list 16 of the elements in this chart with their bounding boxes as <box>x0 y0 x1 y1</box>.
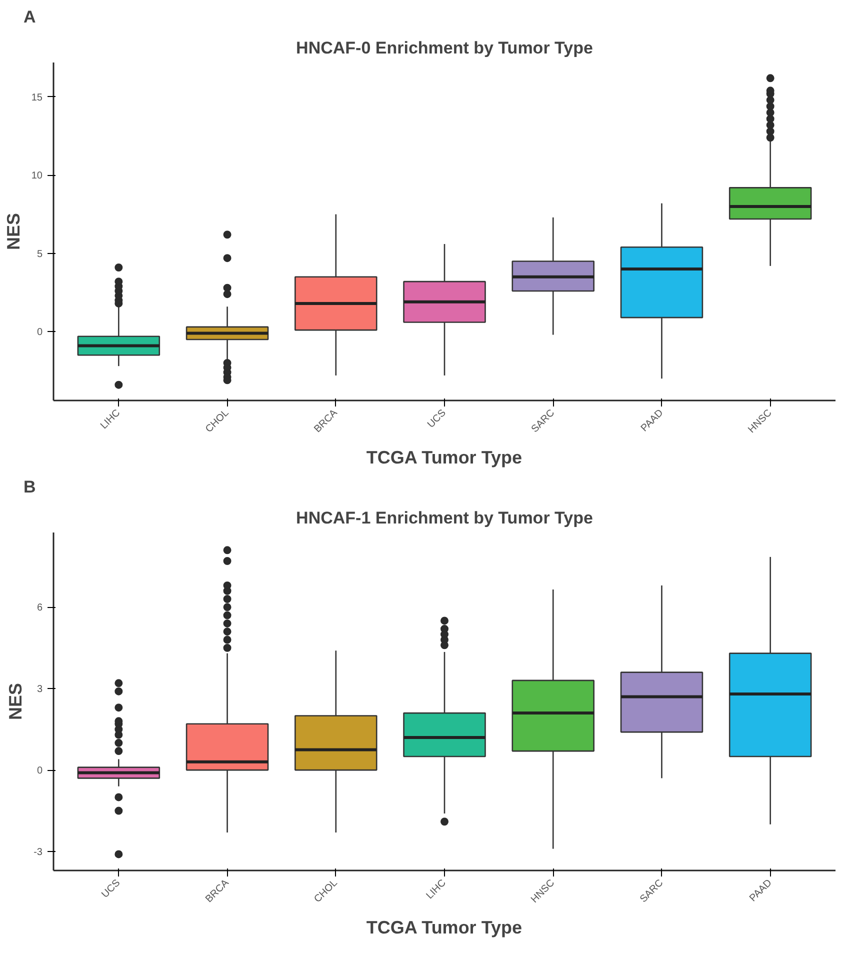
chart-title: HNCAF-1 Enrichment by Tumor Type <box>296 508 593 528</box>
text: A <box>24 8 36 26</box>
y-tick-label: 10 <box>31 170 43 182</box>
y-tick-label: 0 <box>36 766 43 777</box>
chart-title: HNCAF-0 Enrichment by Tumor Type <box>296 38 593 58</box>
x-axis-title: TCGA Tumor Type <box>366 917 522 938</box>
y-tick-label: -3 <box>34 846 43 858</box>
x-axis-title: TCGA Tumor Type <box>366 447 522 468</box>
y-tick-label: 6 <box>36 602 43 614</box>
y-axis-title: NES <box>6 682 26 720</box>
y-axis-title: NES <box>3 212 24 250</box>
y-tick-label: 5 <box>36 248 43 260</box>
y-tick-label: 15 <box>31 92 43 104</box>
y-tick-label: 0 <box>36 327 43 338</box>
y-tick-label: 3 <box>36 684 43 696</box>
text: B <box>24 478 36 496</box>
